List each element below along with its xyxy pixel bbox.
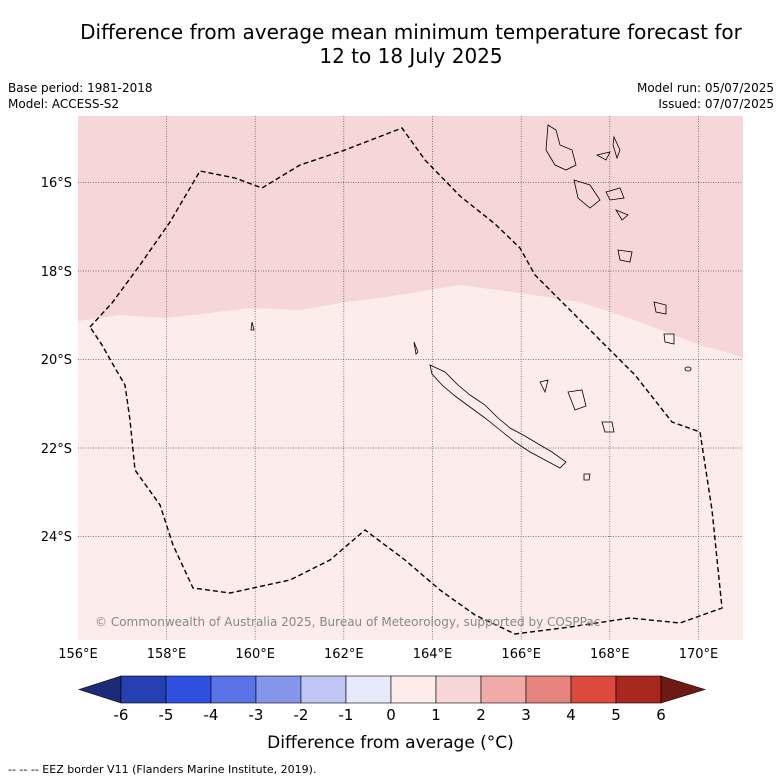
colorbar-extend-low [78, 675, 122, 704]
lat-labels: 16°S 18°S 20°S 22°S 24°S [41, 176, 72, 545]
new-caledonia-island [429, 364, 567, 469]
colorbar-segment [390, 675, 437, 704]
ouvea-island [539, 379, 549, 394]
colorbar-tick-label: 2 [476, 706, 486, 724]
lat-label: 16°S [41, 176, 72, 191]
ambae-island [595, 151, 611, 161]
meta-left: Base period: 1981-2018 Model: ACCESS-S2 [8, 80, 153, 112]
footer-note: -- -- -- EEZ border V11 (Flanders Marine… [8, 763, 317, 776]
model-name: Model: ACCESS-S2 [8, 97, 120, 111]
copyright-text: © Commonwealth of Australia 2025, Bureau… [95, 615, 600, 629]
espiritu-santo-island [545, 124, 577, 171]
lon-label: 162°E [324, 647, 364, 662]
colorbar-segment [435, 675, 482, 704]
title-line-2: 12 to 18 July 2025 [319, 44, 503, 68]
mare-island [601, 421, 615, 433]
lon-label: 156°E [58, 647, 98, 662]
graticule [78, 116, 743, 640]
tanna-island [663, 333, 675, 345]
maewo-island [612, 135, 621, 160]
chesterfield-islet [250, 321, 255, 331]
colorbar-segment [255, 675, 302, 704]
colorbar-tick-label: -4 [204, 706, 219, 724]
colorbar-tick-label: -5 [159, 706, 174, 724]
malakula-island [573, 179, 601, 209]
lat-label: 18°S [41, 265, 72, 280]
colorbar-segment [615, 675, 662, 704]
colorbar-tick-label: 3 [521, 706, 531, 724]
map-plot-area: © Commonwealth of Australia 2025, Bureau… [78, 116, 743, 640]
lat-label: 24°S [41, 530, 72, 545]
lon-label: 158°E [147, 647, 187, 662]
colorbar: -6 -5 -4 -3 -2 -1 0 1 2 3 4 5 6 [78, 675, 707, 724]
colorbar-segment [300, 675, 347, 704]
colorbar-segment [480, 675, 527, 704]
colorbar-extend-high [660, 675, 707, 704]
colorbar-segment [120, 675, 167, 704]
epi-island [615, 209, 629, 221]
map-title: Difference from average mean minimum tem… [0, 20, 781, 68]
lat-label: 20°S [41, 353, 72, 368]
title-line-1: Difference from average mean minimum tem… [80, 20, 742, 44]
colorbar-tick-label: -2 [294, 706, 309, 724]
meta-right: Model run: 05/07/2025 Issued: 07/07/2025 [637, 80, 774, 112]
lon-label: 166°E [501, 647, 541, 662]
model-run: Model run: 05/07/2025 [636, 81, 774, 95]
colorbar-tick-label: 0 [386, 706, 396, 724]
matthew-island [684, 366, 692, 372]
colorbar-segment [570, 675, 617, 704]
belep-islands [413, 341, 419, 355]
lon-label: 164°E [413, 647, 453, 662]
erromango-island [653, 301, 667, 315]
colorbar-segment [210, 675, 257, 704]
lon-label: 168°E [590, 647, 630, 662]
colorbar-tick-label: -1 [339, 706, 354, 724]
lon-labels: 156°E 158°E 160°E 162°E 164°E 166°E 168°… [58, 647, 718, 662]
coastlines [250, 124, 692, 481]
issued-date: Issued: 07/07/2025 [658, 97, 774, 111]
lifou-island [567, 389, 587, 411]
colorbar-label: Difference from average (°C) [267, 733, 514, 753]
colorbar-tick-label: -3 [249, 706, 264, 724]
colorbar-tick-label: 6 [656, 706, 666, 724]
colorbar-tick-label: -6 [114, 706, 129, 724]
efate-island [617, 249, 633, 263]
colorbar-tick-label: 1 [431, 706, 441, 724]
colorbar-tick-label: 4 [566, 706, 576, 724]
colorbar-tick-label: 5 [611, 706, 621, 724]
colorbar-segment [165, 675, 212, 704]
lon-label: 160°E [235, 647, 275, 662]
lat-label: 22°S [41, 442, 72, 457]
eez-border [89, 127, 723, 635]
colorbar-segment [345, 675, 392, 704]
base-period: Base period: 1981-2018 [8, 81, 153, 95]
lon-label: 170°E [679, 647, 719, 662]
colorbar-segment [525, 675, 572, 704]
ambrym-island [605, 187, 625, 201]
isle-of-pines-island [583, 473, 591, 481]
anomaly-zone-1-2 [78, 116, 743, 357]
